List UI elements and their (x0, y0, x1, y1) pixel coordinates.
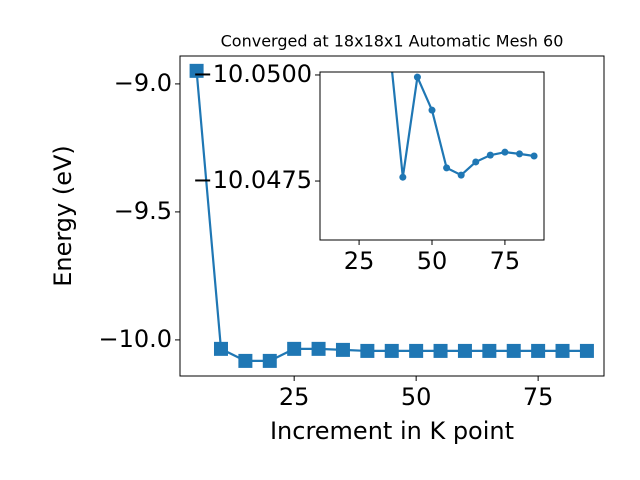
y-tick-label: −9.0 (114, 69, 172, 97)
data-point (579, 343, 594, 358)
x-tick-label: 25 (279, 383, 310, 411)
y-tick-label: −10.0500 (193, 60, 312, 88)
data-point (311, 341, 326, 356)
data-point (384, 343, 399, 358)
data-point (457, 343, 472, 358)
plot-content (391, 72, 538, 181)
data-point (501, 148, 509, 156)
x-axis-label: Increment in K point (270, 417, 514, 445)
data-point (262, 353, 277, 368)
data-point (530, 152, 538, 160)
data-point (506, 343, 521, 358)
y-tick-label: −10.0475 (193, 166, 312, 194)
chart-title: Converged at 18x18x1 Automatic Mesh 60 (221, 32, 564, 51)
x-tick-label: 50 (401, 383, 432, 411)
data-point (213, 341, 228, 356)
data-point (238, 353, 253, 368)
axes: 25 50 75 −10.0500 −10.0475 (193, 60, 545, 275)
data-point (413, 73, 421, 81)
x-tick-label: 75 (523, 383, 554, 411)
data-point (457, 171, 465, 179)
data-point (428, 106, 436, 114)
data-point (189, 63, 204, 78)
data-point (409, 343, 424, 358)
data-point (531, 343, 546, 358)
data-point (516, 150, 523, 158)
x-tick-label: 25 (344, 247, 375, 275)
y-tick-label: −9.5 (114, 197, 172, 225)
axes-frame (179, 55, 605, 377)
data-point (472, 158, 480, 166)
data-point (335, 342, 350, 357)
data-point (287, 341, 302, 356)
data-point (443, 164, 451, 172)
data-point (486, 151, 494, 159)
data-point (399, 173, 407, 181)
plot-content (189, 63, 594, 368)
plot-area (320, 72, 544, 240)
y-tick-label: −10.0 (98, 325, 172, 353)
x-tick-label: 50 (417, 247, 448, 275)
x-tick-label: 75 (490, 247, 521, 275)
y-axis-label: Energy (eV) (49, 145, 77, 287)
data-point (433, 343, 448, 358)
data-point (360, 343, 375, 358)
data-point (482, 343, 497, 358)
data-point (555, 343, 570, 358)
